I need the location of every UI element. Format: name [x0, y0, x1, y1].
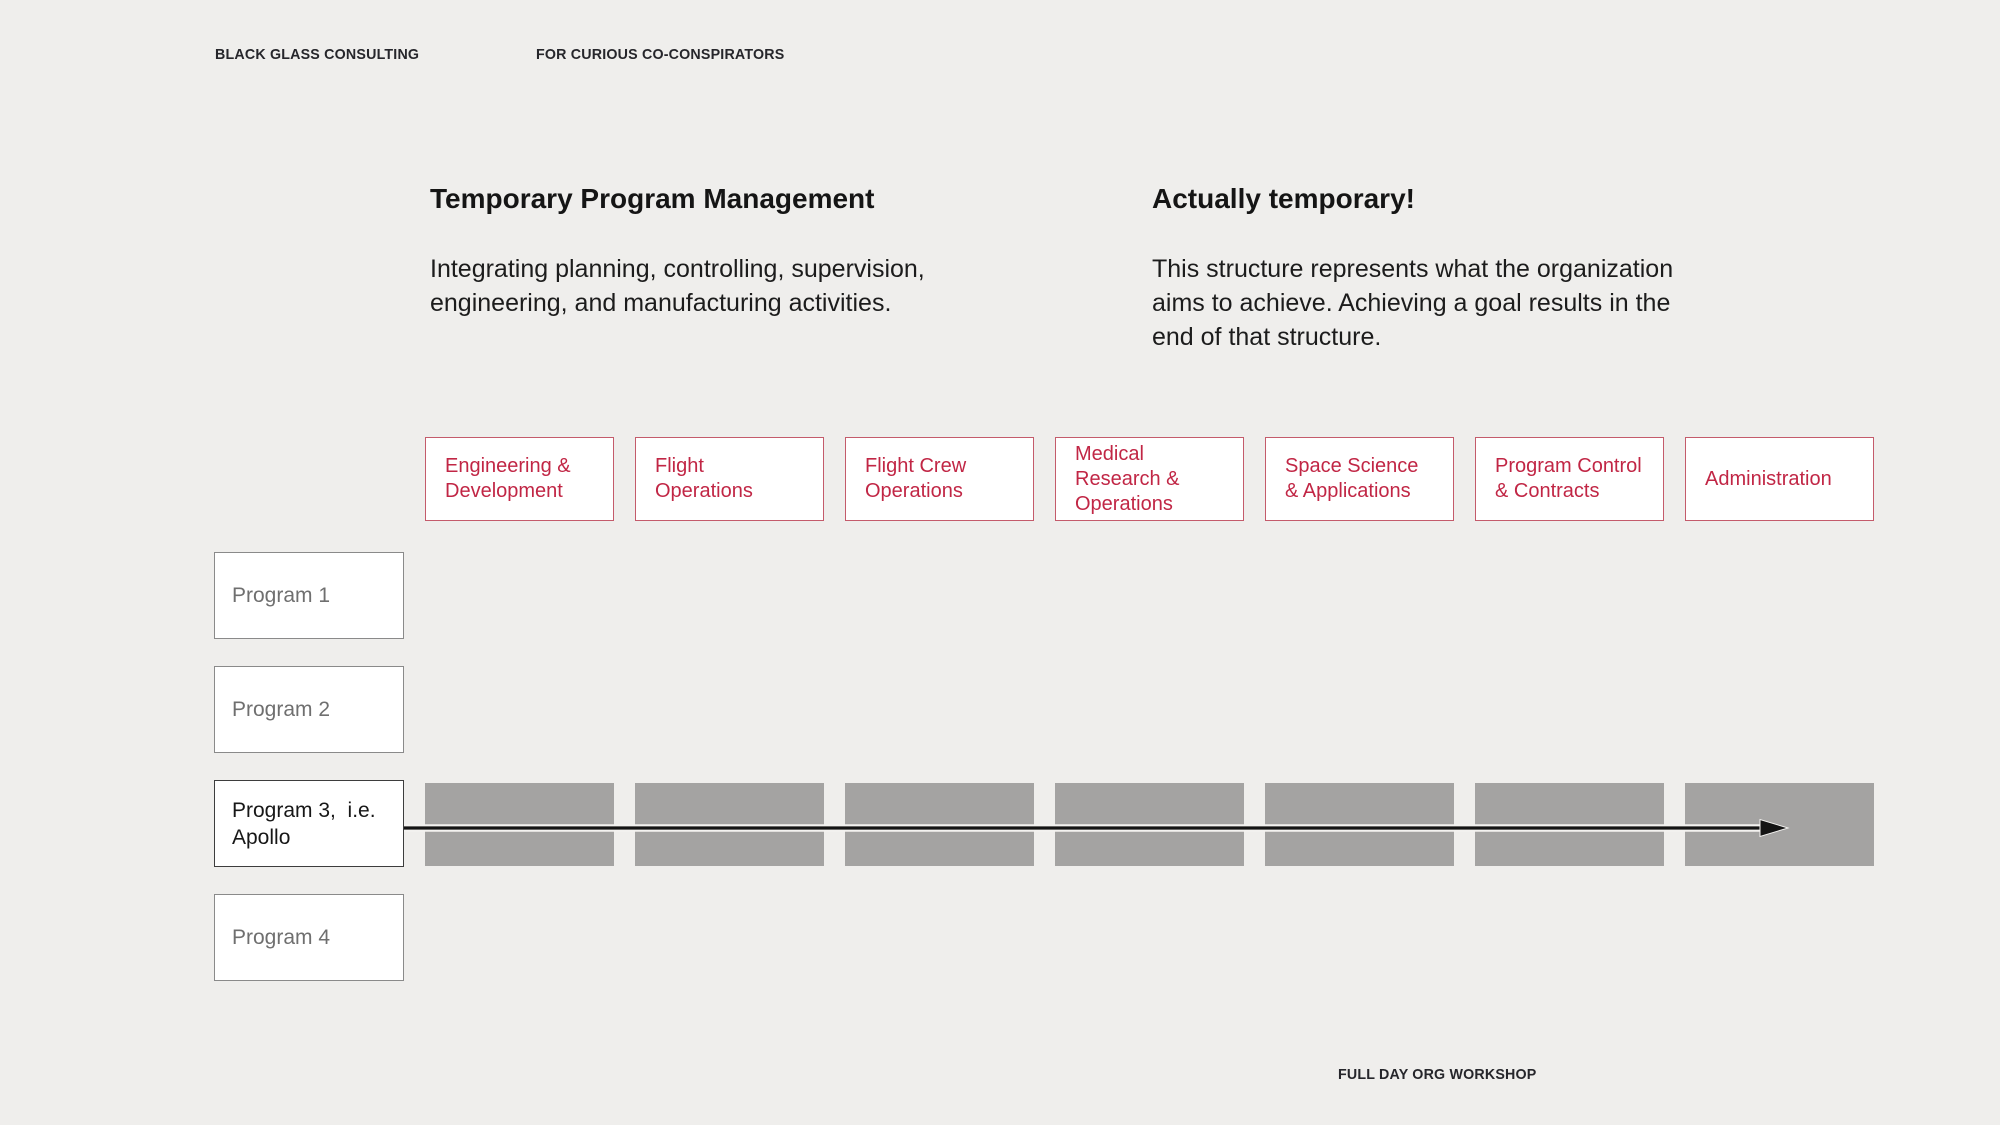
- program3-cell-administration: [1685, 783, 1874, 866]
- program3-cell-flight-crew-operations: [845, 783, 1034, 866]
- column-box-engineering-development: Engineering & Development: [425, 437, 614, 521]
- column-box-medical-research-operations: Medical Research & Operations: [1055, 437, 1244, 521]
- footer-workshop-label: FULL DAY ORG WORKSHOP: [1338, 1066, 1537, 1083]
- section-body-right: This structure represents what the organ…: [1152, 255, 1674, 351]
- column-box-program-control-contracts: Program Control & Contracts: [1475, 437, 1664, 521]
- program3-cell-medical-research-operations: [1055, 783, 1244, 866]
- column-box-administration: Administration: [1685, 437, 1874, 521]
- program3-cell-engineering-development: [425, 783, 614, 866]
- column-box-flight-crew-operations: Flight Crew Operations: [845, 437, 1034, 521]
- program3-cell-flight-operations: [635, 783, 824, 866]
- program3-filled-cells-row: [425, 783, 1874, 866]
- row-box-program-1: Program 1: [214, 552, 404, 639]
- section-body-left: Integrating planning, controlling, super…: [430, 255, 925, 317]
- tagline-label: FOR CURIOUS CO-CONSPIRATORS: [536, 46, 785, 63]
- program3-cell-program-control-contracts: [1475, 783, 1664, 866]
- row-box-program-4: Program 4: [214, 894, 404, 981]
- row-box-program-3-apollo: Program 3, i.e. Apollo: [214, 780, 404, 867]
- section-title-temporary-program-management: Temporary Program Management: [430, 183, 875, 214]
- department-columns-row: Engineering & Development Flight Operati…: [425, 437, 1874, 521]
- brand-label: BLACK GLASS CONSULTING: [215, 46, 420, 63]
- row-box-program-2: Program 2: [214, 666, 404, 753]
- program-rows-column: Program 1 Program 2 Program 3, i.e. Apol…: [214, 552, 404, 981]
- section-title-actually-temporary: Actually temporary!: [1152, 183, 1415, 214]
- program3-cell-space-science-applications: [1265, 783, 1454, 866]
- column-box-flight-operations: Flight Operations: [635, 437, 824, 521]
- column-box-space-science-applications: Space Science & Applications: [1265, 437, 1454, 521]
